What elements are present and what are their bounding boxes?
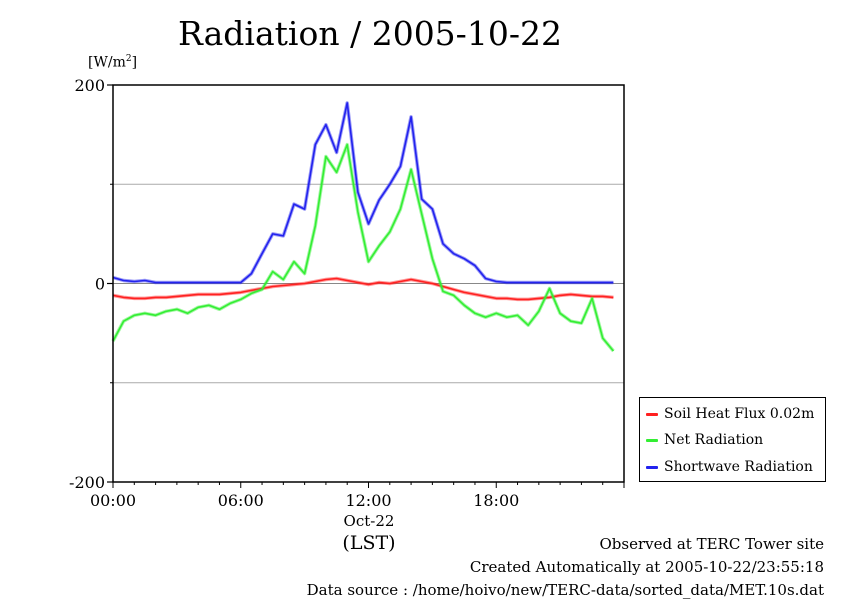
y-unit-label: [W/m2] [88, 54, 137, 71]
legend-item-net-radiation: Net Radiation [646, 430, 763, 450]
axis-layer: -200 0 200 00:00 06:00 12:00 18:00 [69, 76, 625, 510]
x-tick-label: 12:00 [345, 491, 391, 510]
x-tick-label: 18:00 [473, 491, 519, 510]
legend-item-soil-heat-flux: Soil Heat Flux 0.02m [646, 404, 814, 424]
chart-legend: Soil Heat Flux 0.02m Net Radiation Short… [639, 397, 826, 482]
footer-observed: Observed at TERC Tower site [599, 535, 824, 553]
series-halo-2 [112, 101, 614, 285]
x-tick-label: 06:00 [218, 491, 264, 510]
y-unit-superscript: 2 [125, 54, 132, 64]
series-line-2 [112, 102, 614, 284]
legend-swatch-net [646, 438, 658, 442]
footer-created: Created Automatically at 2005-10-22/23:5… [469, 558, 824, 576]
series-layer [111, 101, 615, 353]
y-unit-suffix: ] [131, 54, 138, 71]
series-line-1 [112, 143, 615, 352]
footer-source: Data source : /home/hoivo/new/TERC-data/… [306, 581, 824, 599]
x-tick-label: 00:00 [90, 491, 136, 510]
y-unit-prefix: [W/m [88, 54, 126, 71]
chart-title: Radiation / 2005-10-22 [178, 14, 562, 53]
x-axis-timezone-label: (LST) [342, 532, 396, 554]
y-tick-label: -200 [69, 473, 105, 492]
legend-swatch-shortwave [646, 465, 658, 469]
y-tick-label: 0 [95, 275, 105, 294]
x-axis-date-label: Oct-22 [343, 512, 395, 530]
series-halo-1 [111, 142, 615, 353]
y-tick-label: 200 [74, 76, 105, 95]
legend-item-shortwave: Shortwave Radiation [646, 457, 813, 477]
legend-label-shortwave: Shortwave Radiation [664, 459, 813, 475]
legend-swatch-soil [646, 412, 658, 416]
legend-label-soil: Soil Heat Flux 0.02m [664, 406, 815, 422]
series-line-0 [112, 277, 614, 301]
legend-label-net: Net Radiation [664, 432, 764, 448]
grid-layer [113, 183, 624, 384]
